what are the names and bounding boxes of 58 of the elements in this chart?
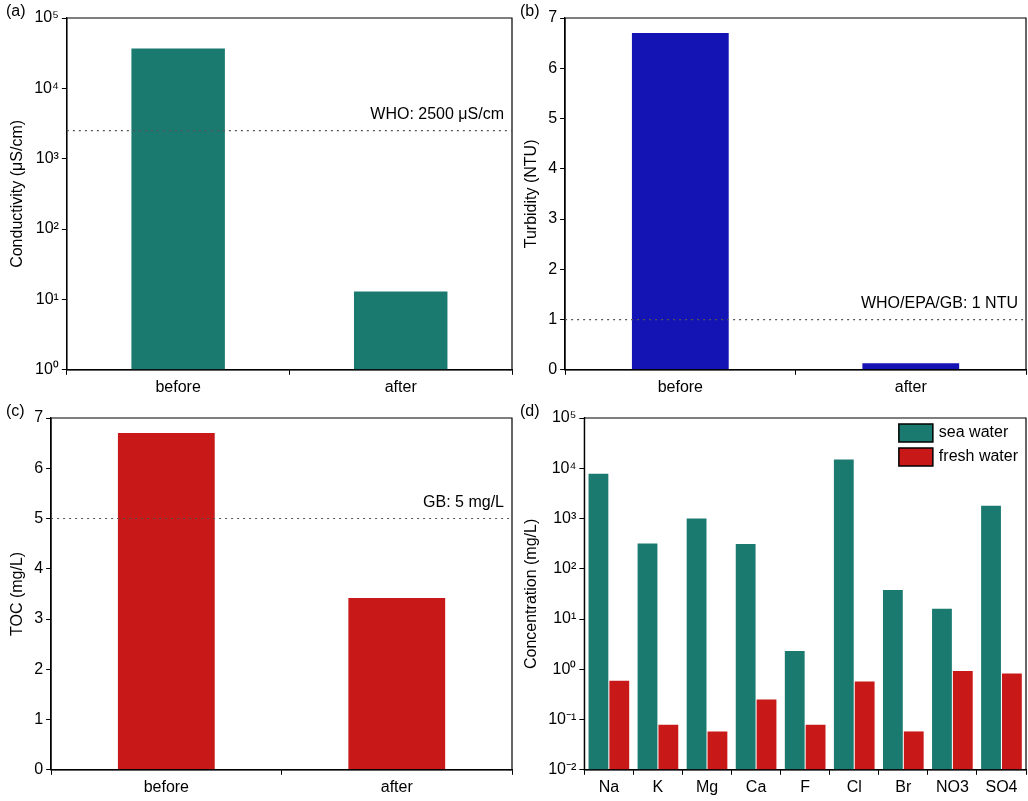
x-tick-label: before bbox=[657, 377, 704, 395]
y-tick-label: 10¹ bbox=[553, 609, 577, 627]
x-tick-label: Mg bbox=[695, 777, 719, 795]
y-tick-label: 4 bbox=[34, 559, 44, 577]
x-tick-label: after bbox=[380, 777, 414, 795]
y-tick-label: 7 bbox=[548, 8, 558, 26]
y-tick-label: 10⁴ bbox=[551, 458, 577, 476]
chart-title: (c) bbox=[6, 402, 25, 420]
chart-title: (a) bbox=[6, 2, 26, 20]
y-tick-label: 3 bbox=[34, 609, 44, 627]
y-tick-label: 10⁵ bbox=[34, 8, 59, 26]
x-tick-label: NO3 bbox=[935, 777, 969, 795]
y-tick-label: 2 bbox=[548, 259, 558, 277]
y-tick-label: 2 bbox=[34, 659, 44, 677]
y-tick-label: 10⁻² bbox=[548, 760, 577, 778]
ref-line-label: WHO/EPA/GB: 1 NTU bbox=[860, 293, 1018, 311]
y-tick-label: 1 bbox=[34, 709, 44, 727]
y-tick-label: 0 bbox=[34, 760, 44, 778]
chart-title: (d) bbox=[520, 402, 540, 420]
y-axis-title: TOC (mg/L) bbox=[8, 551, 26, 636]
y-tick-label: 5 bbox=[34, 508, 44, 526]
y-tick-label: 3 bbox=[548, 209, 558, 227]
ref-line-label: GB: 5 mg/L bbox=[423, 492, 505, 510]
y-tick-label: 10³ bbox=[553, 508, 577, 526]
legend-label: sea water bbox=[938, 423, 1009, 441]
x-tick-label: after bbox=[384, 377, 418, 395]
x-tick-label: Na bbox=[598, 777, 620, 795]
y-tick-label: 10⁻¹ bbox=[548, 709, 577, 727]
y-tick-label: 1 bbox=[548, 309, 558, 327]
y-tick-label: 10³ bbox=[35, 149, 60, 167]
x-tick-label: Ca bbox=[745, 777, 767, 795]
y-tick-label: 10² bbox=[553, 559, 577, 577]
x-tick-label: Cl bbox=[846, 777, 862, 795]
legend-label: fresh water bbox=[938, 447, 1019, 465]
y-tick-label: 10⁴ bbox=[34, 78, 59, 96]
x-tick-label: before bbox=[155, 377, 201, 395]
x-tick-label: K bbox=[652, 777, 664, 795]
x-tick-label: before bbox=[143, 777, 190, 795]
y-tick-label: 6 bbox=[548, 58, 558, 76]
y-tick-label: 4 bbox=[548, 159, 558, 177]
y-axis-title: Concentration (mg/L) bbox=[522, 518, 540, 670]
x-tick-label: SO4 bbox=[985, 777, 1018, 795]
y-tick-label: 10⁰ bbox=[552, 659, 577, 677]
chart-title: (b) bbox=[520, 2, 540, 20]
y-tick-label: 5 bbox=[548, 108, 558, 126]
y-tick-label: 0 bbox=[548, 360, 558, 378]
y-tick-label: 6 bbox=[34, 458, 44, 476]
x-tick-label: F bbox=[800, 777, 811, 795]
x-tick-label: after bbox=[894, 377, 928, 395]
ref-line-label: WHO: 2500 μS/cm bbox=[370, 105, 504, 123]
y-axis-title: Conductivity (μS/cm) bbox=[8, 119, 26, 268]
x-tick-label: Br bbox=[895, 777, 912, 795]
y-tick-label: 7 bbox=[34, 408, 44, 426]
y-tick-label: 10² bbox=[35, 219, 60, 237]
y-tick-label: 10⁰ bbox=[35, 360, 59, 378]
y-tick-label: 10⁵ bbox=[551, 408, 577, 426]
y-tick-label: 10¹ bbox=[35, 289, 59, 307]
y-axis-title: Turbidity (NTU) bbox=[522, 139, 540, 249]
